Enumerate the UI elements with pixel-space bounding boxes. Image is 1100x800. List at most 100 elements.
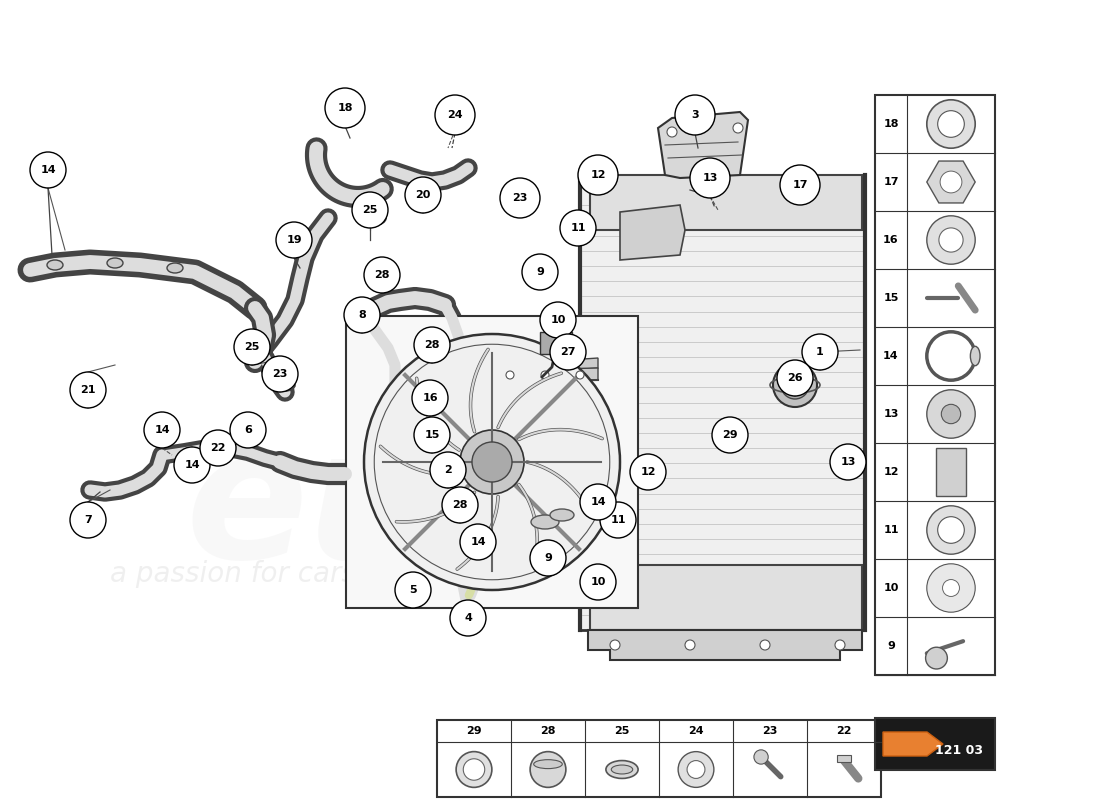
Circle shape — [937, 110, 965, 138]
Polygon shape — [620, 205, 685, 260]
Text: 18: 18 — [338, 103, 353, 113]
FancyBboxPatch shape — [837, 755, 851, 762]
Circle shape — [830, 444, 866, 480]
Polygon shape — [883, 732, 943, 756]
Ellipse shape — [534, 760, 562, 769]
Text: 9: 9 — [536, 267, 543, 277]
Text: 12: 12 — [640, 467, 656, 477]
Text: 14: 14 — [184, 460, 200, 470]
Circle shape — [678, 752, 714, 787]
Circle shape — [541, 371, 549, 379]
Circle shape — [506, 371, 514, 379]
FancyBboxPatch shape — [590, 175, 862, 230]
Circle shape — [927, 564, 976, 612]
Circle shape — [927, 390, 976, 438]
Circle shape — [688, 761, 705, 778]
Text: 16: 16 — [422, 393, 438, 403]
Ellipse shape — [464, 535, 492, 549]
Circle shape — [943, 579, 959, 597]
Text: 22: 22 — [836, 726, 851, 736]
Circle shape — [450, 600, 486, 636]
Circle shape — [144, 412, 180, 448]
Circle shape — [754, 750, 768, 764]
Text: 13: 13 — [840, 457, 856, 467]
Text: 28: 28 — [425, 340, 440, 350]
Ellipse shape — [107, 258, 123, 268]
Ellipse shape — [612, 765, 632, 774]
Circle shape — [395, 572, 431, 608]
Text: 29: 29 — [723, 430, 738, 440]
Ellipse shape — [550, 509, 574, 521]
Ellipse shape — [606, 761, 638, 778]
Text: 14: 14 — [883, 351, 899, 361]
Text: 28: 28 — [452, 500, 468, 510]
Circle shape — [667, 127, 676, 137]
Polygon shape — [540, 358, 598, 372]
Circle shape — [434, 95, 475, 135]
Circle shape — [344, 297, 380, 333]
Circle shape — [460, 430, 524, 494]
FancyBboxPatch shape — [346, 316, 638, 608]
Circle shape — [70, 372, 106, 408]
Text: 20: 20 — [416, 190, 431, 200]
Polygon shape — [658, 112, 748, 178]
Text: 21: 21 — [80, 385, 96, 395]
Text: 26: 26 — [788, 373, 803, 383]
Text: 15: 15 — [425, 430, 440, 440]
Text: 11: 11 — [883, 525, 899, 535]
Text: 7: 7 — [84, 515, 92, 525]
Circle shape — [675, 95, 715, 135]
FancyBboxPatch shape — [590, 565, 862, 630]
Circle shape — [576, 371, 584, 379]
Circle shape — [927, 506, 976, 554]
Circle shape — [630, 454, 666, 490]
Circle shape — [777, 360, 813, 396]
Circle shape — [690, 158, 730, 198]
Text: 10: 10 — [883, 583, 899, 593]
Ellipse shape — [47, 260, 63, 270]
Text: 23: 23 — [513, 193, 528, 203]
Text: 13: 13 — [883, 409, 899, 419]
Text: 10: 10 — [550, 315, 565, 325]
Circle shape — [760, 640, 770, 650]
Text: 5: 5 — [409, 585, 417, 595]
Circle shape — [927, 100, 976, 148]
Circle shape — [364, 334, 620, 590]
Circle shape — [522, 254, 558, 290]
Text: 28: 28 — [374, 270, 389, 280]
Circle shape — [940, 171, 961, 193]
Circle shape — [578, 155, 618, 195]
Circle shape — [463, 758, 485, 780]
Text: 14: 14 — [41, 165, 56, 175]
Circle shape — [430, 452, 466, 488]
Circle shape — [580, 484, 616, 520]
Text: 14: 14 — [591, 497, 606, 507]
Text: 22: 22 — [210, 443, 225, 453]
Polygon shape — [927, 161, 976, 203]
Circle shape — [230, 412, 266, 448]
Polygon shape — [508, 368, 598, 382]
Circle shape — [234, 329, 270, 365]
Circle shape — [685, 640, 695, 650]
Text: 13: 13 — [702, 173, 717, 183]
Circle shape — [364, 257, 400, 293]
Circle shape — [500, 178, 540, 218]
FancyBboxPatch shape — [580, 175, 865, 630]
Text: 16: 16 — [883, 235, 899, 245]
Text: 8: 8 — [359, 310, 366, 320]
Text: 14: 14 — [470, 537, 486, 547]
Text: 11: 11 — [570, 223, 585, 233]
Text: europ: europ — [185, 420, 778, 596]
Circle shape — [412, 380, 448, 416]
Circle shape — [939, 228, 964, 252]
Circle shape — [352, 192, 388, 228]
Text: 25: 25 — [362, 205, 377, 215]
Circle shape — [472, 442, 512, 482]
FancyBboxPatch shape — [437, 720, 881, 797]
Text: 28: 28 — [540, 726, 556, 736]
Circle shape — [927, 216, 976, 264]
Circle shape — [456, 752, 492, 787]
Text: 4: 4 — [464, 613, 472, 623]
Text: 23: 23 — [273, 369, 288, 379]
Text: 12: 12 — [883, 467, 899, 477]
